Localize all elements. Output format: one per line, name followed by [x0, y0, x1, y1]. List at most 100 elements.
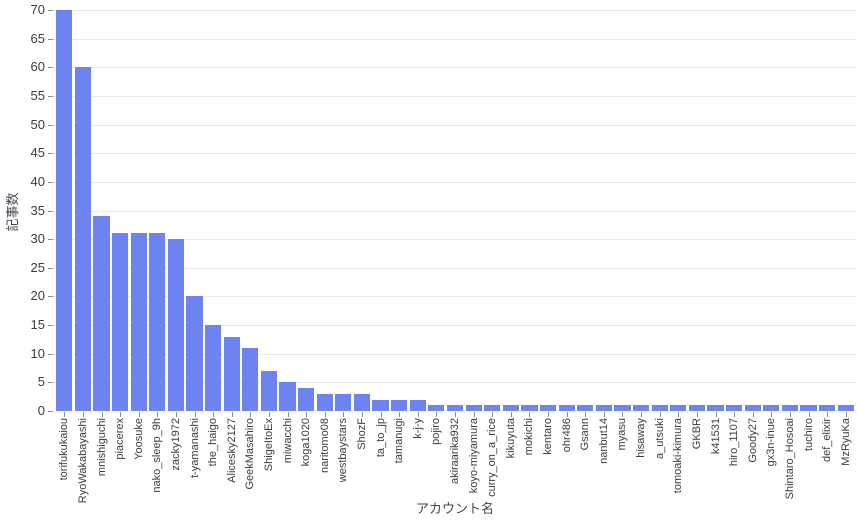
- x-tick-mark: [362, 412, 363, 417]
- y-tick-label: 5: [37, 374, 45, 390]
- x-tick-label: mnishiguchi: [95, 418, 108, 477]
- y-tick-label: 30: [30, 231, 45, 247]
- x-tick-mark: [603, 412, 605, 417]
- x-tick-mark: [734, 412, 736, 417]
- bar-westbaystars: [335, 393, 352, 411]
- x-tick-label: ShigeItoEx: [263, 418, 275, 472]
- x-tick-mark: [287, 412, 289, 417]
- x-tick-mark: [659, 412, 661, 417]
- x-tick-label: the_haigo: [207, 418, 220, 467]
- x-tick-mark: [380, 412, 382, 417]
- x-tick-mark: [231, 412, 233, 417]
- x-tick-label: k41531: [709, 418, 722, 455]
- x-tick-mark: [789, 412, 791, 417]
- x-tick-mark: [138, 412, 140, 417]
- bar-mnishiguchi: [93, 216, 110, 411]
- x-tick-mark: [343, 412, 345, 417]
- x-tick-mark: [473, 412, 475, 417]
- gridline-35: [53, 210, 857, 212]
- bar-ShozF: [353, 393, 371, 411]
- x-tick-label: piacerex: [114, 418, 127, 460]
- y-tick-label: 10: [30, 345, 45, 361]
- x-tick-label: miwacchi: [281, 418, 294, 464]
- x-tick-mark: [585, 412, 587, 417]
- y-tick-label: 65: [30, 30, 45, 46]
- x-tick-mark: [250, 412, 252, 417]
- x-tick-mark: [622, 412, 624, 417]
- x-tick-mark: [101, 412, 103, 417]
- bar-t-yamanashi: [186, 296, 203, 411]
- x-tick-label: westbaystars: [337, 418, 350, 483]
- x-tick-mark: [808, 412, 810, 417]
- x-tick-label: mokichi: [523, 418, 536, 456]
- x-tick-mark: [510, 412, 512, 417]
- x-tick-mark: [436, 412, 438, 417]
- x-tick-mark: [324, 412, 326, 417]
- x-tick-mark: [213, 412, 215, 417]
- x-tick-mark: [492, 412, 494, 417]
- x-tick-label: Goody27: [746, 418, 759, 463]
- x-tick-label: Gsann: [579, 418, 592, 451]
- y-tick-label: 45: [30, 145, 45, 161]
- x-tick-label: akiraarika932: [449, 418, 461, 485]
- bar-a_utsuki: [651, 405, 668, 411]
- gridline-45: [53, 153, 857, 155]
- y-tick-mark: [48, 267, 53, 269]
- gridline-50: [53, 124, 857, 126]
- x-tick-label: k-j-y: [411, 418, 424, 439]
- x-tick-mark: [845, 412, 847, 417]
- gridline-15: [53, 325, 857, 327]
- bar-curry_on_a_rice: [484, 405, 501, 411]
- bar-k41531: [707, 405, 724, 411]
- x-tick-mark: [678, 412, 680, 417]
- bar-def_elixir: [818, 405, 836, 411]
- x-tick-mark: [715, 412, 717, 417]
- bar-GKBR: [688, 405, 705, 411]
- y-tick-mark: [48, 325, 53, 327]
- x-tick-mark: [306, 412, 308, 417]
- x-tick-label: RyoWakabayashi: [76, 418, 89, 504]
- gridline-65: [53, 38, 857, 40]
- x-tick-mark: [752, 412, 754, 417]
- y-tick-label: 70: [30, 2, 45, 17]
- x-tick-label: Shintaro_Hosoai: [783, 418, 796, 500]
- bar-akiraarika932: [446, 405, 464, 411]
- x-tick-label: Yoosuke: [132, 418, 145, 460]
- x-tick-mark: [771, 412, 773, 417]
- bar-gx3n-inue: [763, 405, 780, 411]
- y-tick-mark: [48, 411, 53, 412]
- bar-k-j-y: [409, 399, 426, 411]
- bar-Shintaro_Hosoai: [781, 405, 798, 411]
- bar-Gsann: [577, 405, 594, 411]
- bar-mokichi: [521, 405, 538, 411]
- y-tick-mark: [48, 38, 53, 40]
- bar-koga1020: [298, 388, 315, 411]
- x-tick-label: a_utsuki: [653, 418, 666, 459]
- x-tick-label: kikuyuta: [504, 418, 517, 459]
- x-tick-label: gx3n-inue: [765, 418, 778, 467]
- bar-ShigeItoEx: [260, 370, 278, 411]
- gridline-20: [53, 296, 857, 298]
- x-tick-mark: [120, 412, 122, 417]
- y-tick-label: 50: [30, 116, 45, 132]
- y-tick-mark: [48, 239, 53, 241]
- gridline-70: [53, 10, 857, 11]
- y-tick-mark: [48, 153, 53, 155]
- bar-pojiro: [428, 405, 445, 411]
- x-tick-mark: [175, 412, 177, 417]
- y-tick-label: 55: [30, 87, 45, 103]
- x-tick-label: Alicesky2127: [225, 418, 238, 483]
- x-tick-mark: [529, 412, 531, 417]
- gridline-60: [53, 67, 857, 69]
- y-tick-mark: [48, 353, 53, 355]
- x-tick-label: kentaro: [542, 418, 554, 455]
- bar-GeekMasahiro: [242, 348, 259, 411]
- bar-kikuyuta: [502, 405, 519, 411]
- gridline-30: [53, 239, 857, 241]
- bar-nanbut14: [595, 405, 612, 411]
- x-tick-label: hisaway: [635, 418, 647, 458]
- y-tick-mark: [48, 296, 53, 298]
- bar-miwacchi: [279, 382, 296, 411]
- x-tick-label: ohr486: [560, 418, 573, 453]
